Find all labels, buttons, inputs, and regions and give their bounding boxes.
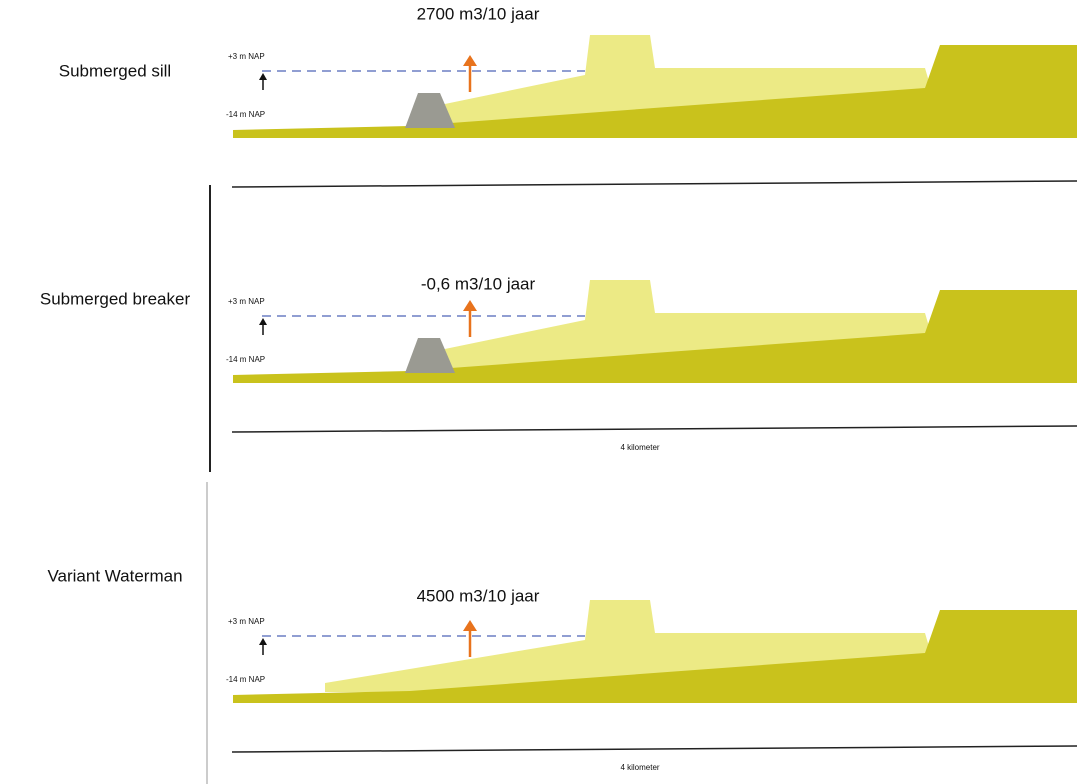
bottom-level-label: -14 m NAP	[226, 675, 265, 684]
top-level-label: +3 m NAP	[228, 617, 265, 626]
diagram: Submerged sill +3 m NAP -14 m NAP 2700 m3/1…	[0, 0, 1077, 784]
panel-label: Submerged breaker	[40, 289, 191, 308]
panel-label: Variant Waterman	[47, 566, 182, 585]
top-level-label: +3 m NAP	[228, 297, 265, 306]
top-level-label: +3 m NAP	[228, 52, 265, 61]
level-arrowhead	[259, 73, 267, 80]
cross-section: +3 m NAP -14 m NAP 4 kilometer	[226, 600, 1077, 772]
flux-arrowhead	[463, 300, 477, 311]
level-arrowhead	[259, 318, 267, 325]
flux-arrowhead	[463, 55, 477, 66]
flux-arrowhead	[463, 620, 477, 631]
baseline	[232, 181, 1077, 187]
level-arrowhead	[259, 638, 267, 645]
bottom-level-label: -14 m NAP	[226, 110, 265, 119]
cross-section: +3 m NAP -14 m NAP 4 kilometer	[226, 280, 1077, 452]
flux-label: -0,6 m3/10 jaar	[421, 274, 536, 293]
baseline	[232, 746, 1077, 752]
structure	[405, 338, 455, 373]
scale-label: 4 kilometer	[620, 763, 659, 772]
cross-section: +3 m NAP -14 m NAP	[226, 35, 1077, 187]
baseline	[232, 426, 1077, 432]
flux-label: 4500 m3/10 jaar	[417, 586, 540, 605]
panel-label: Submerged sill	[59, 61, 171, 80]
structure	[405, 93, 455, 128]
flux-label: 2700 m3/10 jaar	[417, 4, 540, 23]
scale-label: 4 kilometer	[620, 443, 659, 452]
bottom-level-label: -14 m NAP	[226, 355, 265, 364]
